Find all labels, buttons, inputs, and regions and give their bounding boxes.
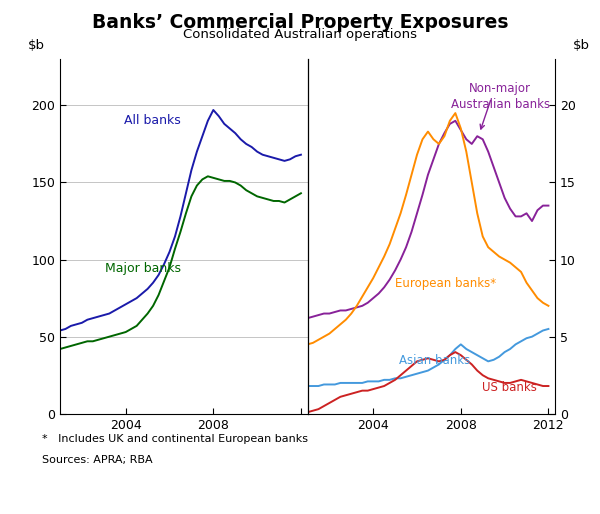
Text: *   Includes UK and continental European banks: * Includes UK and continental European b… [42, 434, 308, 444]
Text: Consolidated Australian operations: Consolidated Australian operations [183, 28, 417, 41]
Text: Major banks: Major banks [105, 262, 181, 275]
Text: Sources: APRA; RBA: Sources: APRA; RBA [42, 455, 152, 465]
Text: $b: $b [28, 39, 45, 52]
Text: US banks: US banks [482, 381, 536, 394]
Text: All banks: All banks [124, 114, 181, 127]
Text: European banks*: European banks* [395, 278, 496, 290]
Text: Banks’ Commercial Property Exposures: Banks’ Commercial Property Exposures [92, 13, 508, 32]
Text: Asian banks: Asian banks [400, 355, 471, 368]
Text: Non-major
Australian banks: Non-major Australian banks [451, 82, 550, 111]
Text: $b: $b [572, 39, 590, 52]
